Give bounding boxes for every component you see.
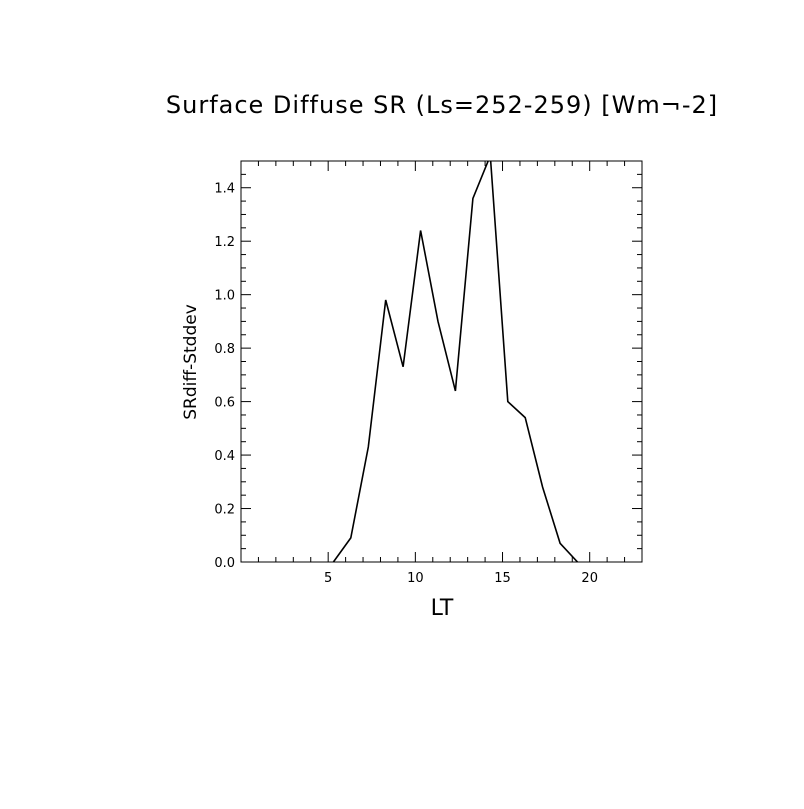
plot-area: 5 10 15 20 0.0 0.2 0.4 0.6 0.8 1.0 1.2 1.4	[214, 160, 643, 586]
x-tick-label: 5	[324, 571, 332, 586]
x-tick-label: 10	[407, 571, 424, 586]
x-tick-label: 15	[494, 571, 511, 586]
y-axis-label: SRdiff-Stddev	[181, 304, 201, 420]
y-tick-label: 0.4	[214, 449, 235, 464]
y-tick-label: 0.2	[214, 503, 235, 518]
y-tick-label: 0.8	[214, 342, 235, 357]
y-tick-label: 1.2	[214, 235, 235, 250]
y-tick-label: 1.4	[214, 182, 235, 197]
y-tick-label: 1.0	[214, 289, 235, 304]
chart-title: Surface Diffuse SR (Ls=252-259) [Wm¬-2]	[166, 91, 718, 119]
plot-frame	[240, 160, 643, 563]
x-axis-label: LT	[431, 596, 454, 621]
y-tick-label: 0.0	[214, 556, 235, 571]
x-tick-label: 20	[581, 571, 598, 586]
series-line	[332, 161, 579, 562]
y-tick-label: 0.6	[214, 396, 235, 411]
